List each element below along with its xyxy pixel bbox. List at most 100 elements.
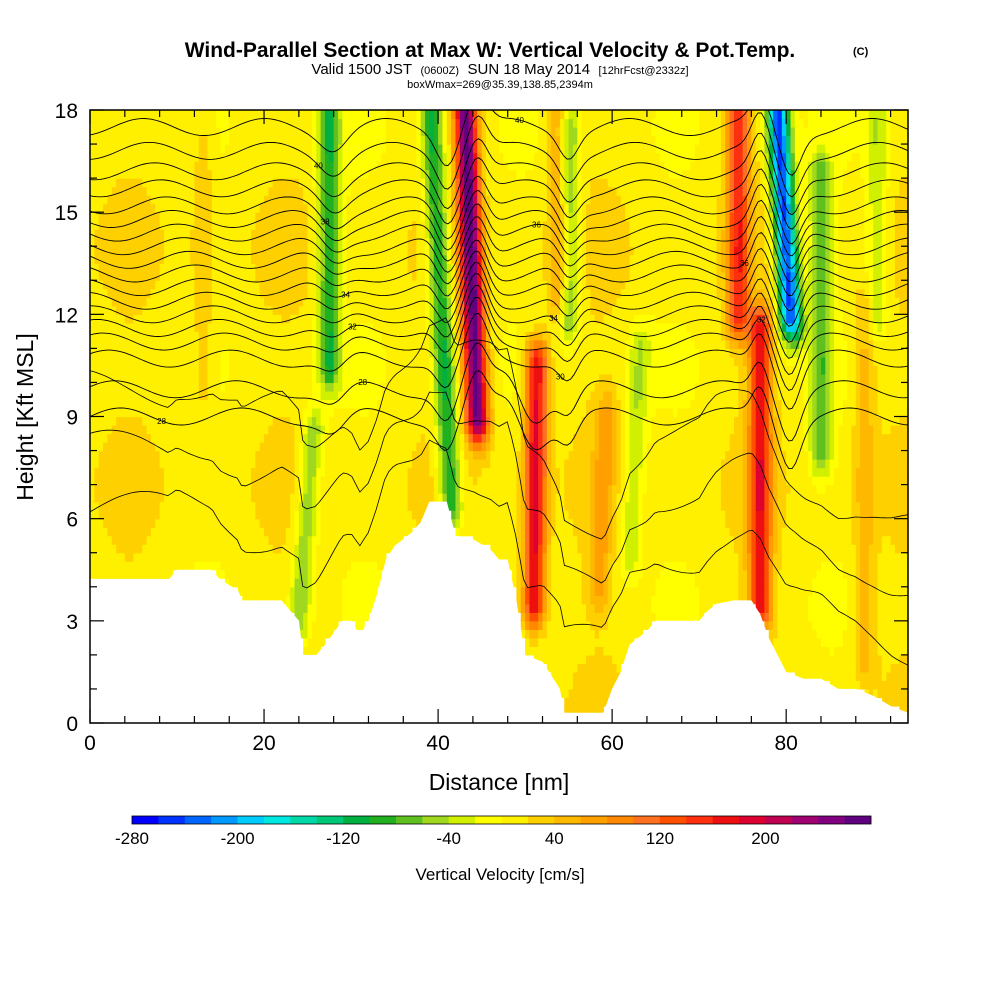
field-cell bbox=[155, 527, 161, 537]
field-cell bbox=[320, 229, 326, 239]
field-cell bbox=[216, 152, 222, 162]
field-cell bbox=[311, 620, 317, 630]
field-cell bbox=[324, 322, 330, 332]
field-cell bbox=[429, 348, 435, 358]
field-cell bbox=[433, 195, 439, 205]
field-cell bbox=[455, 203, 461, 213]
field-cell bbox=[211, 356, 217, 367]
field-cell bbox=[237, 220, 243, 230]
field-cell bbox=[233, 527, 239, 537]
field-cell bbox=[229, 407, 235, 418]
field-cell bbox=[146, 144, 152, 154]
field-cell bbox=[281, 254, 287, 264]
field-cell bbox=[455, 373, 461, 384]
field-cell bbox=[464, 237, 470, 247]
field-cell bbox=[333, 544, 339, 554]
field-cell bbox=[342, 305, 348, 315]
field-cell bbox=[150, 169, 156, 179]
field-cell bbox=[150, 493, 156, 503]
field-cell bbox=[250, 348, 256, 358]
field-cell bbox=[320, 246, 326, 256]
field-cell bbox=[224, 510, 230, 520]
field-cell bbox=[124, 484, 130, 494]
field-cell bbox=[364, 544, 370, 554]
field-cell bbox=[477, 280, 483, 290]
field-cell bbox=[233, 442, 239, 452]
field-cell bbox=[150, 203, 156, 213]
field-cell bbox=[468, 110, 474, 120]
field-cell bbox=[103, 442, 108, 452]
field-cell bbox=[311, 229, 317, 239]
field-cell bbox=[433, 280, 439, 290]
field-cell bbox=[142, 416, 148, 426]
field-cell bbox=[142, 365, 148, 375]
field-cell bbox=[198, 544, 204, 554]
field-cell bbox=[268, 416, 274, 426]
field-cell bbox=[420, 254, 426, 264]
field-cell bbox=[233, 237, 239, 247]
field-cell bbox=[398, 425, 404, 435]
field-cell bbox=[351, 467, 357, 477]
field-cell bbox=[185, 356, 191, 367]
field-cell bbox=[281, 450, 287, 460]
field-cell bbox=[124, 144, 130, 154]
field-cell bbox=[411, 459, 417, 469]
field-cell bbox=[446, 399, 452, 409]
field-cell bbox=[194, 552, 200, 562]
field-cell bbox=[237, 527, 243, 537]
field-cell bbox=[264, 254, 269, 264]
field-cell bbox=[264, 467, 269, 477]
field-cell bbox=[455, 144, 461, 154]
field-cell bbox=[324, 186, 330, 196]
field-cell bbox=[351, 484, 357, 494]
field-cell bbox=[172, 425, 178, 435]
field-cell bbox=[163, 195, 169, 205]
field-cell bbox=[420, 450, 426, 460]
field-cell bbox=[98, 501, 104, 511]
field-cell bbox=[107, 433, 113, 443]
field-cell bbox=[416, 518, 422, 528]
field-cell bbox=[120, 467, 126, 477]
field-cell bbox=[394, 373, 400, 384]
field-cell bbox=[250, 433, 256, 443]
field-cell bbox=[233, 425, 239, 435]
field-cell bbox=[294, 535, 300, 545]
field-cell bbox=[120, 399, 126, 409]
field-cell bbox=[433, 407, 439, 418]
field-cell bbox=[198, 237, 204, 247]
field-cell bbox=[224, 178, 230, 188]
field-cell bbox=[455, 527, 461, 537]
field-cell bbox=[207, 212, 213, 222]
field-cell bbox=[351, 586, 357, 596]
field-cell bbox=[98, 382, 104, 392]
field-cell bbox=[264, 382, 269, 392]
field-cell bbox=[255, 186, 261, 196]
field-cell bbox=[168, 535, 174, 545]
field-cell bbox=[146, 425, 152, 435]
field-cell bbox=[277, 212, 283, 222]
field-cell bbox=[116, 212, 122, 222]
field-cell bbox=[307, 161, 313, 171]
field-cell bbox=[229, 348, 235, 358]
field-cell bbox=[190, 254, 196, 264]
field-cell bbox=[298, 518, 304, 528]
field-cell bbox=[472, 356, 478, 367]
field-cell bbox=[451, 399, 457, 409]
field-cell bbox=[163, 356, 169, 367]
field-cell bbox=[272, 152, 278, 162]
field-cell bbox=[307, 365, 313, 375]
field-cell bbox=[203, 203, 209, 213]
field-cell bbox=[285, 203, 291, 213]
field-cell bbox=[272, 407, 278, 418]
field-cell bbox=[163, 450, 169, 460]
field-cell bbox=[203, 229, 209, 239]
field-cell bbox=[311, 484, 317, 494]
field-cell bbox=[246, 493, 252, 503]
field-cell bbox=[177, 161, 182, 171]
field-cell bbox=[407, 348, 413, 358]
field-cell bbox=[129, 442, 135, 452]
field-cell bbox=[133, 382, 139, 392]
field-cell bbox=[281, 135, 287, 145]
field-cell bbox=[237, 561, 243, 571]
field-cell bbox=[246, 195, 252, 205]
